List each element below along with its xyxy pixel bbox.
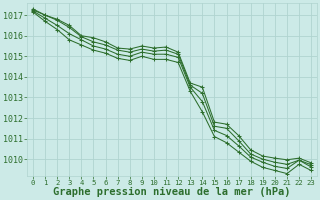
X-axis label: Graphe pression niveau de la mer (hPa): Graphe pression niveau de la mer (hPa) bbox=[53, 187, 291, 197]
